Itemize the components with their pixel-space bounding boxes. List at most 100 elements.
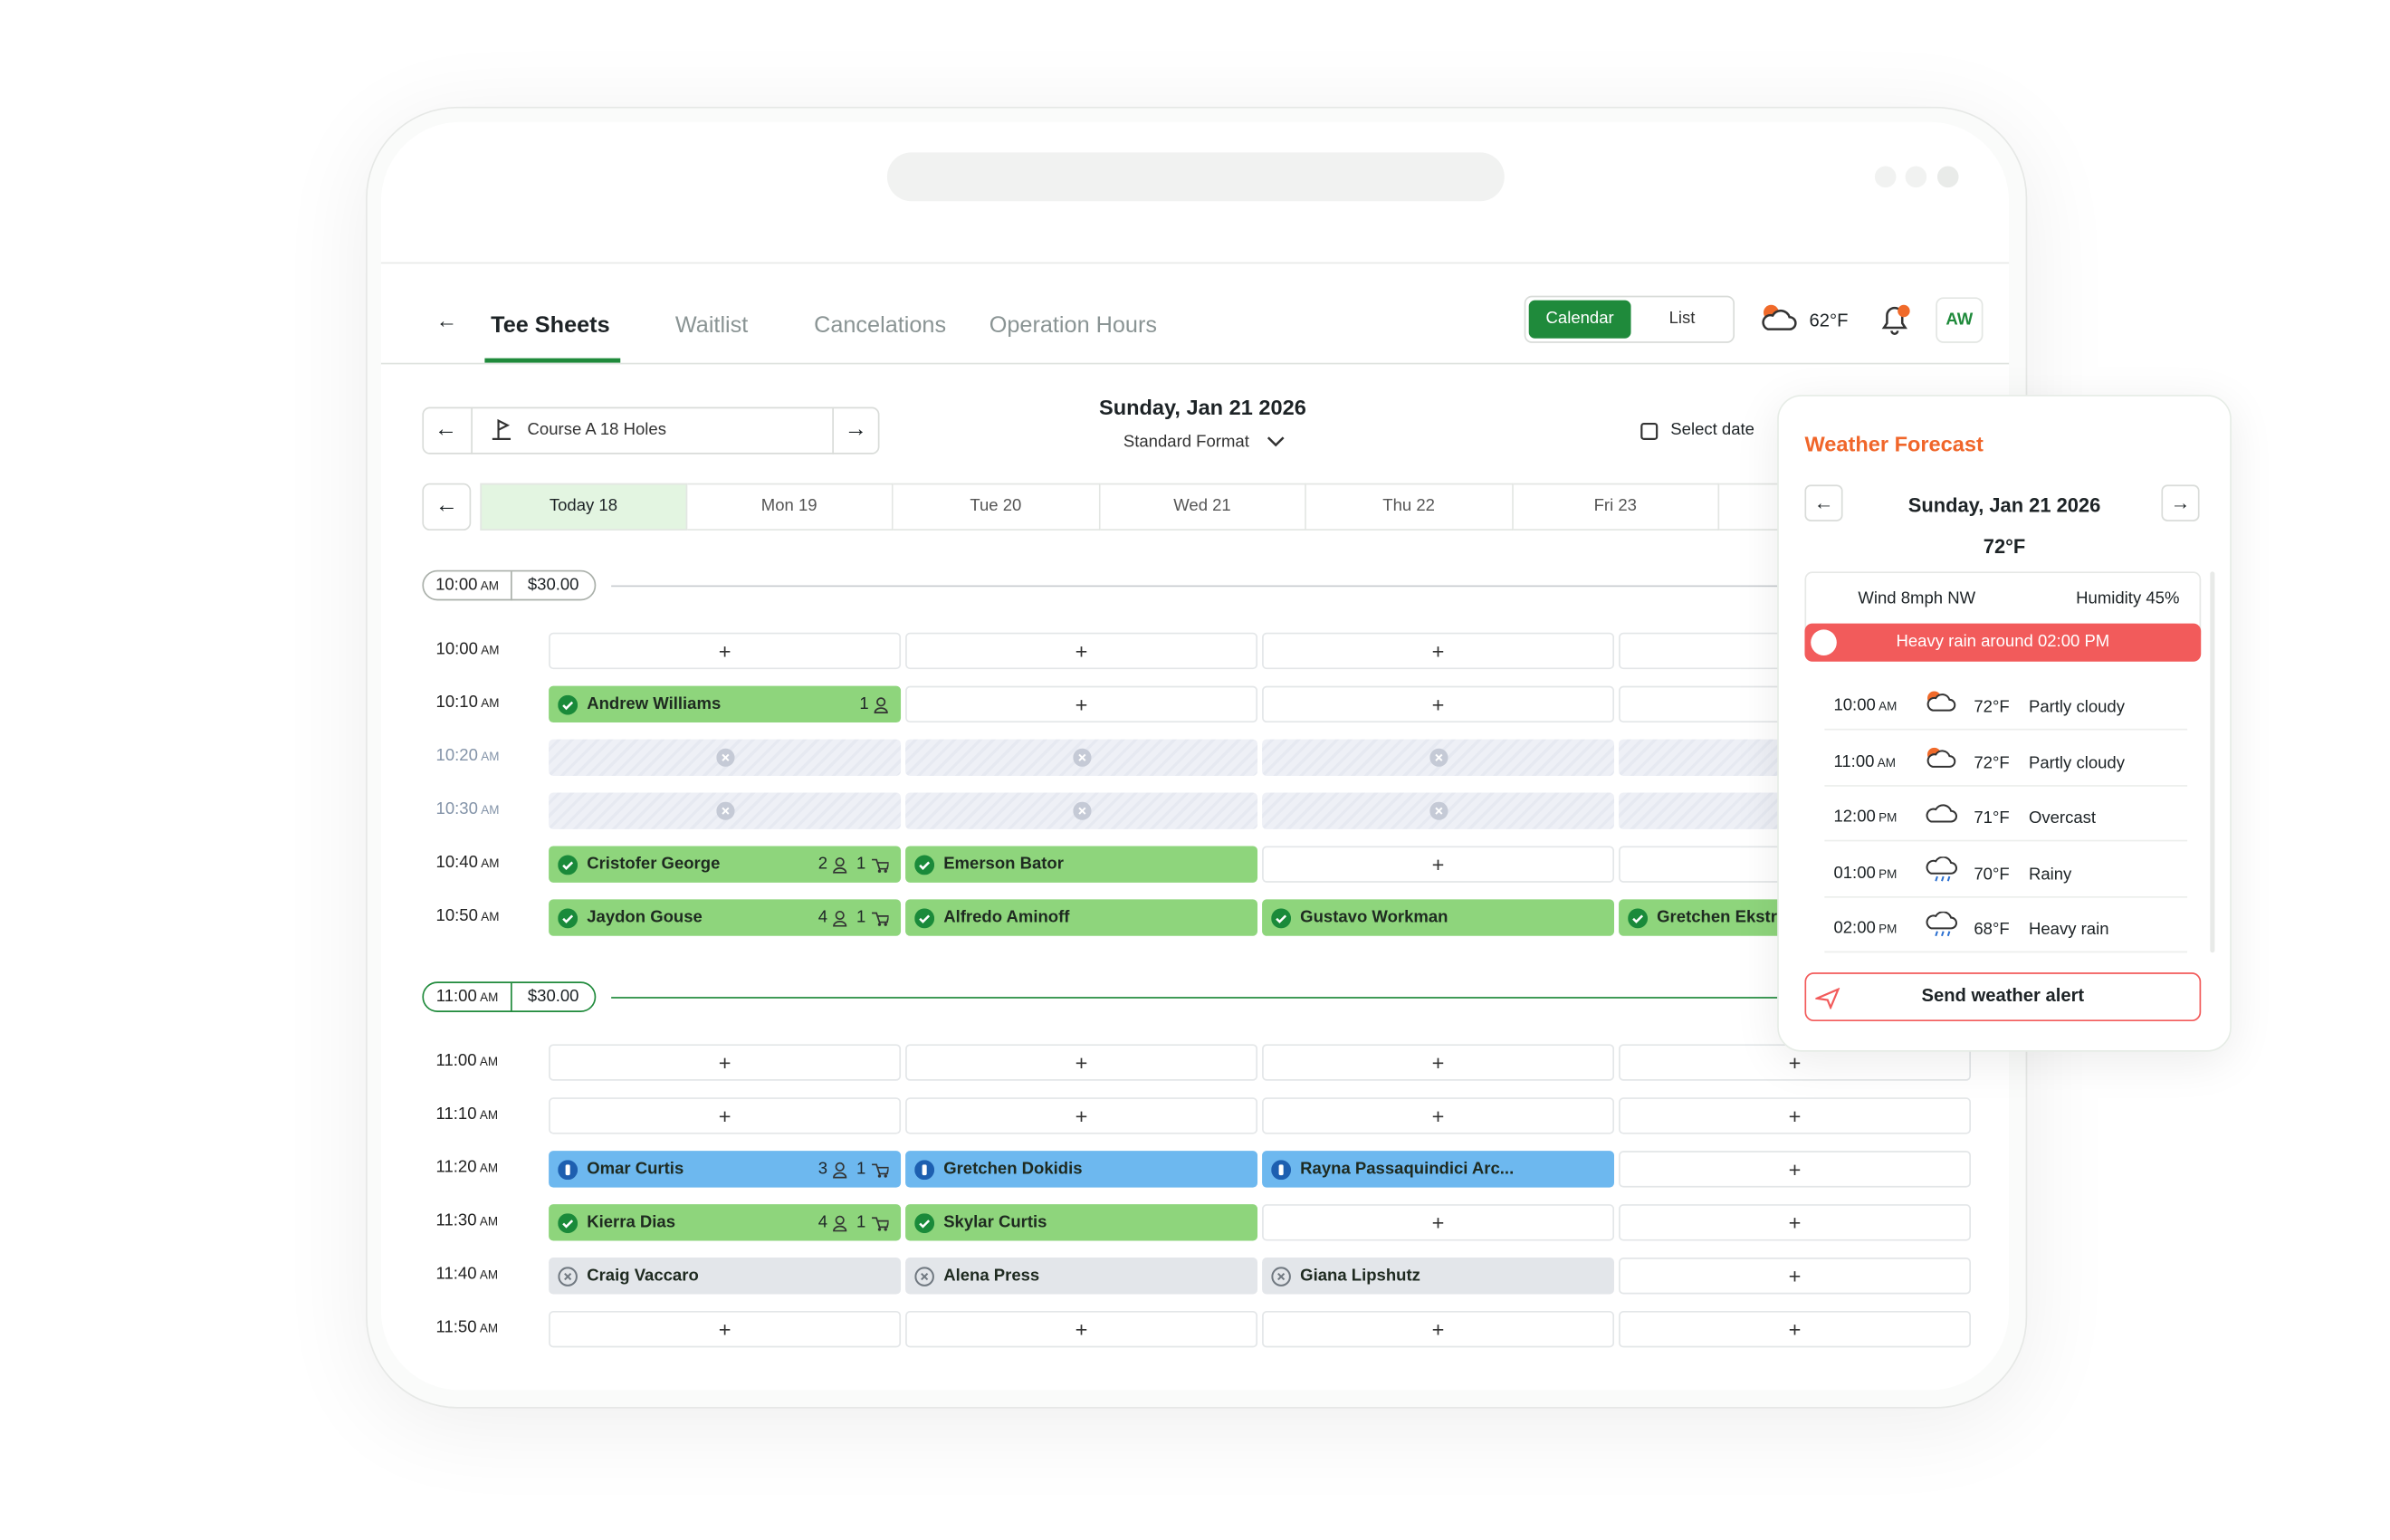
prev-day[interactable]: ← — [422, 483, 472, 531]
hour-icon — [1925, 800, 1958, 832]
add-slot[interactable]: + — [1619, 1151, 1971, 1188]
blocked-slot — [1262, 792, 1615, 829]
blocked-icon — [1072, 801, 1091, 820]
time: 10:50 — [435, 906, 478, 925]
send-alert-button[interactable]: Send weather alert — [1804, 972, 2202, 1022]
player-name: Gustavo Workman — [1300, 908, 1448, 927]
next-course[interactable]: → — [844, 416, 868, 443]
add-slot[interactable]: + — [1619, 1097, 1971, 1134]
day-tab[interactable]: Tue 20 — [893, 483, 1100, 531]
person-icon — [874, 696, 889, 713]
booking[interactable]: Gretchen Dokidis — [905, 1151, 1258, 1188]
prev-day[interactable]: ← — [1804, 484, 1843, 521]
cart-icon — [870, 1161, 889, 1178]
add-slot[interactable]: + — [905, 1310, 1258, 1348]
back-button[interactable]: ← — [435, 308, 458, 333]
tab[interactable]: Operation Hours — [989, 312, 1158, 339]
booking[interactable]: Rayna Passaquindici Arc... — [1262, 1151, 1615, 1188]
add-slot[interactable]: + — [1262, 1204, 1615, 1241]
day-tab[interactable]: Mon 19 — [686, 483, 894, 531]
prev-course[interactable]: ← — [434, 416, 458, 443]
booking[interactable]: Craig Vaccaro — [549, 1258, 902, 1295]
row-time: 11:40 AM — [436, 1265, 499, 1283]
booking[interactable]: Gustavo Workman — [1262, 899, 1615, 936]
suffix: AM — [480, 578, 500, 593]
count: 1 — [856, 1213, 866, 1232]
add-slot[interactable]: + — [1262, 685, 1615, 723]
time: 11:30 — [435, 1211, 477, 1230]
notification-bell[interactable] — [1878, 301, 1914, 338]
booking[interactable]: Giana Lipshutz — [1262, 1258, 1615, 1295]
time: 11:40 — [435, 1265, 477, 1284]
add-slot[interactable]: + — [1262, 1310, 1615, 1348]
booking[interactable]: Emerson Bator — [905, 846, 1258, 883]
time-block-header[interactable]: 10:00 AM $30.00 — [422, 569, 597, 601]
add-slot[interactable]: + — [1262, 1044, 1615, 1081]
add-slot[interactable]: + — [905, 1097, 1258, 1134]
status-icon — [914, 1159, 935, 1180]
avatar[interactable]: AW — [1936, 297, 1984, 343]
booking[interactable]: Alfredo Aminoff — [905, 899, 1258, 936]
add-slot[interactable]: + — [1619, 1258, 1971, 1295]
add-slot[interactable]: + — [1262, 632, 1615, 670]
status-icon — [1271, 907, 1292, 928]
booking[interactable]: Skylar Curtis — [905, 1204, 1258, 1241]
tab[interactable]: Tee Sheets — [491, 312, 610, 339]
time-block-header[interactable]: 11:00 AM $30.00 — [422, 981, 597, 1012]
status-icon — [1628, 907, 1649, 928]
weather-date: Sunday, Jan 21 2026 — [1907, 493, 2101, 517]
booking[interactable]: Kierra Dias 4 1 — [549, 1204, 902, 1241]
add-slot[interactable]: + — [549, 1097, 902, 1134]
player-count: 3 — [818, 1160, 847, 1178]
booking[interactable]: Cristofer George 2 1 — [549, 846, 902, 883]
tab[interactable]: Cancelations — [814, 312, 947, 339]
time: 10:00 — [435, 640, 478, 659]
time: 10:10 — [435, 693, 478, 713]
cart-count: 1 — [856, 1213, 889, 1231]
person-icon — [832, 856, 847, 873]
status-icon — [558, 854, 578, 875]
day-tab[interactable]: Wed 21 — [1099, 483, 1306, 531]
row-time: 11:20 AM — [436, 1159, 499, 1177]
hour-time: 01:00 PM — [1833, 864, 1897, 882]
day-tab[interactable]: Today 18 — [480, 483, 687, 531]
next-day[interactable]: → — [2161, 484, 2200, 521]
add-slot[interactable]: + — [549, 1044, 902, 1081]
add-slot[interactable]: + — [1262, 1097, 1615, 1134]
scrollbar — [2210, 571, 2215, 953]
day-tab[interactable]: Thu 22 — [1305, 483, 1514, 531]
add-slot[interactable]: + — [549, 1310, 902, 1348]
player-name: Rayna Passaquindici Arc... — [1300, 1160, 1515, 1179]
address-bar — [886, 152, 1505, 202]
add-slot[interactable]: + — [905, 1044, 1258, 1081]
time: 11:00 — [1833, 751, 1875, 771]
day-tab[interactable]: Fri 23 — [1513, 483, 1720, 531]
booking[interactable]: Andrew Williams 1 — [549, 685, 902, 723]
add-slot[interactable]: + — [1619, 1310, 1971, 1348]
suffix: AM — [481, 750, 500, 764]
add-slot[interactable]: + — [905, 685, 1258, 723]
add-slot[interactable]: + — [905, 632, 1258, 670]
player-name: Craig Vaccaro — [587, 1267, 699, 1286]
booking[interactable]: Jaydon Gouse 4 1 — [549, 899, 902, 936]
tab[interactable]: Waitlist — [674, 312, 749, 339]
add-slot[interactable]: + — [1262, 846, 1615, 883]
select-date[interactable]: Select date — [1670, 420, 1754, 439]
add-slot[interactable]: + — [1619, 1204, 1971, 1241]
course-selector[interactable] — [422, 407, 880, 454]
calendar-button[interactable]: Calendar — [1528, 300, 1631, 339]
hour-time: 10:00 AM — [1833, 696, 1897, 714]
suffix: AM — [479, 1055, 499, 1069]
status-icon — [558, 1212, 578, 1233]
format[interactable]: Standard Format — [1123, 433, 1249, 452]
block-time: 10:00 AM — [424, 570, 512, 600]
separator — [471, 407, 473, 454]
add-slot[interactable]: + — [549, 632, 902, 670]
list-button[interactable]: List — [1668, 309, 1696, 328]
suffix: AM — [1877, 755, 1897, 770]
booking[interactable]: Alena Press — [905, 1258, 1258, 1295]
booking[interactable]: Omar Curtis 3 1 — [549, 1151, 902, 1188]
person-icon — [832, 1214, 847, 1231]
